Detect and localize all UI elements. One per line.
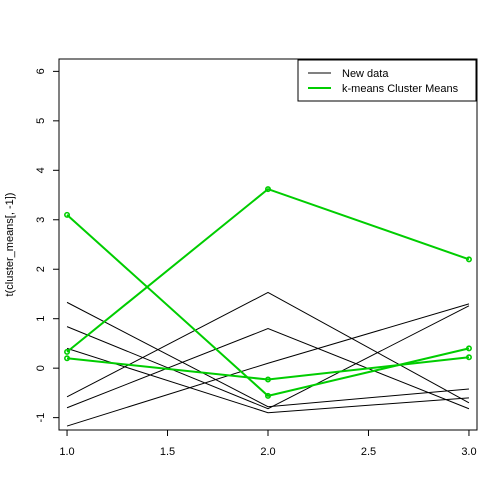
y-tick-label-3: 1 — [35, 316, 47, 322]
cluster-mean-line-1 — [66, 214, 470, 397]
new-data-line-2 — [66, 305, 470, 410]
plot-frame — [58, 58, 478, 431]
y-tick-label-8: 6 — [35, 68, 47, 74]
x-axis: 1.0 1.5 2.0 2.5 3.0 — [59, 429, 477, 458]
cluster-mean-point-3-3 — [465, 354, 472, 361]
x-tick-label-3: 2.0 — [260, 446, 275, 458]
legend: New data k-means Cluster Means — [297, 59, 477, 102]
x-tick-label-2: 1.5 — [160, 446, 175, 458]
cluster-mean-point-3-2 — [264, 376, 271, 383]
y-tick-label-6: 4 — [35, 167, 47, 173]
y-tick-label-2: 0 — [35, 365, 47, 371]
new-data-line-4 — [66, 328, 470, 410]
new-data-line-6 — [66, 347, 469, 414]
new-data-line-5 — [66, 303, 470, 427]
y-tick-label-5: 3 — [35, 217, 47, 223]
legend-label-new-data: New data — [342, 68, 389, 80]
cluster-mean-point-2-1 — [64, 348, 71, 355]
cluster-mean-point-3-1 — [64, 355, 71, 362]
series-points — [64, 186, 472, 399]
new-data-line-1 — [66, 301, 470, 408]
x-tick-label-4: 2.5 — [361, 446, 376, 458]
cluster-mean-point-1-3 — [465, 345, 472, 352]
y-tick-label-7: 5 — [35, 118, 47, 124]
y-tick-label-1: -1 — [35, 413, 47, 423]
x-tick-label-1: 1.0 — [59, 446, 74, 458]
y-axis-label: t(cluster_means[, -1]) — [4, 193, 16, 297]
series-lines — [66, 187, 470, 427]
x-tick-label-5: 3.0 — [461, 446, 476, 458]
legend-label-cluster-means: k-means Cluster Means — [342, 83, 459, 95]
cluster-mean-line-2 — [66, 187, 470, 353]
y-axis: -1 0 1 2 3 4 5 6 — [35, 68, 60, 423]
cluster-mean-point-1-1 — [64, 211, 71, 218]
y-tick-label-4: 2 — [35, 266, 47, 272]
cluster-mean-point-2-2 — [264, 186, 271, 193]
cluster-mean-line-3 — [66, 356, 470, 381]
cluster-mean-point-2-3 — [465, 256, 472, 263]
cluster-mean-point-1-2 — [264, 392, 271, 399]
legend-box — [297, 59, 477, 102]
new-data-line-3 — [66, 291, 470, 404]
